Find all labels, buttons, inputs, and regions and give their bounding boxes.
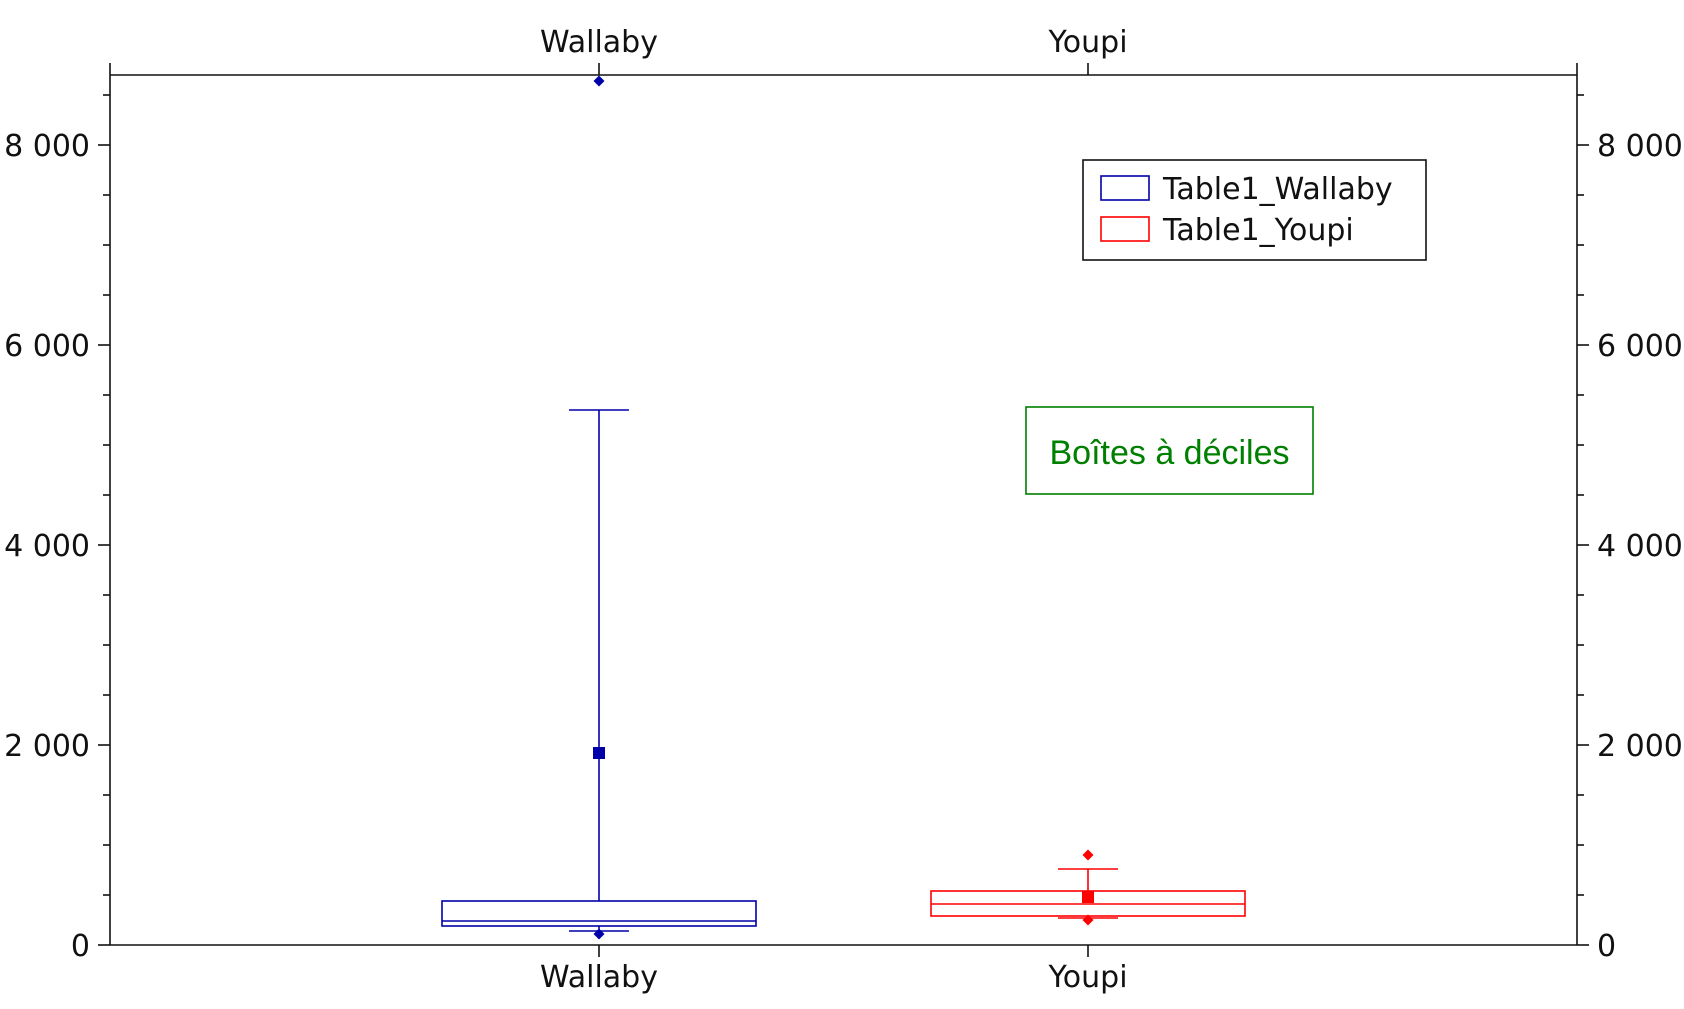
legend-swatch — [1100, 216, 1150, 242]
x-tick-label-top: Wallaby — [540, 25, 658, 60]
min-marker — [593, 928, 605, 940]
y-tick-label-right: 4 000 — [1597, 529, 1683, 564]
max-marker — [1082, 849, 1094, 861]
legend-swatch — [1100, 175, 1150, 201]
y-tick-label-right: 8 000 — [1597, 129, 1683, 164]
y-tick-label-right: 2 000 — [1597, 729, 1683, 764]
annotation-label: Boîtes à déciles — [1049, 434, 1289, 472]
annotation-box: Boîtes à déciles — [1025, 406, 1314, 495]
plot-axes — [109, 63, 1578, 946]
y-tick-label-right: 6 000 — [1597, 329, 1683, 364]
annotation-frame — [1025, 406, 1314, 495]
x-tick-label-top: Youpi — [1047, 25, 1127, 60]
legend: Table1_Wallaby Table1_Youpi — [1082, 159, 1427, 261]
y-tick-label-left: 4 000 — [4, 529, 90, 564]
mean-marker — [593, 747, 605, 759]
y-tick-label-left: 8 000 — [4, 129, 90, 164]
x-tick-label-bottom: Youpi — [1047, 960, 1127, 995]
y-tick-label-left: 2 000 — [4, 729, 90, 764]
y-tick-label-right: 0 — [1597, 929, 1616, 964]
max-marker — [593, 75, 605, 87]
x-tick-label-bottom: Wallaby — [540, 960, 658, 995]
mean-marker — [1082, 891, 1094, 903]
y-tick-label-left: 6 000 — [4, 329, 90, 364]
y-tick-label-left: 0 — [71, 929, 90, 964]
box-wallaby — [441, 75, 757, 940]
min-marker — [1082, 914, 1094, 926]
axis-ticks: 0 0 2 000 2 000 4 000 4 000 6 000 6 000 8 000 8 0… — [4, 25, 1683, 995]
legend-label: Table1_Youpi — [1162, 213, 1354, 248]
box-youpi — [930, 849, 1246, 926]
legend-label: Table1_Wallaby — [1162, 172, 1393, 207]
box-series — [441, 75, 1246, 940]
box-rect — [441, 900, 757, 927]
